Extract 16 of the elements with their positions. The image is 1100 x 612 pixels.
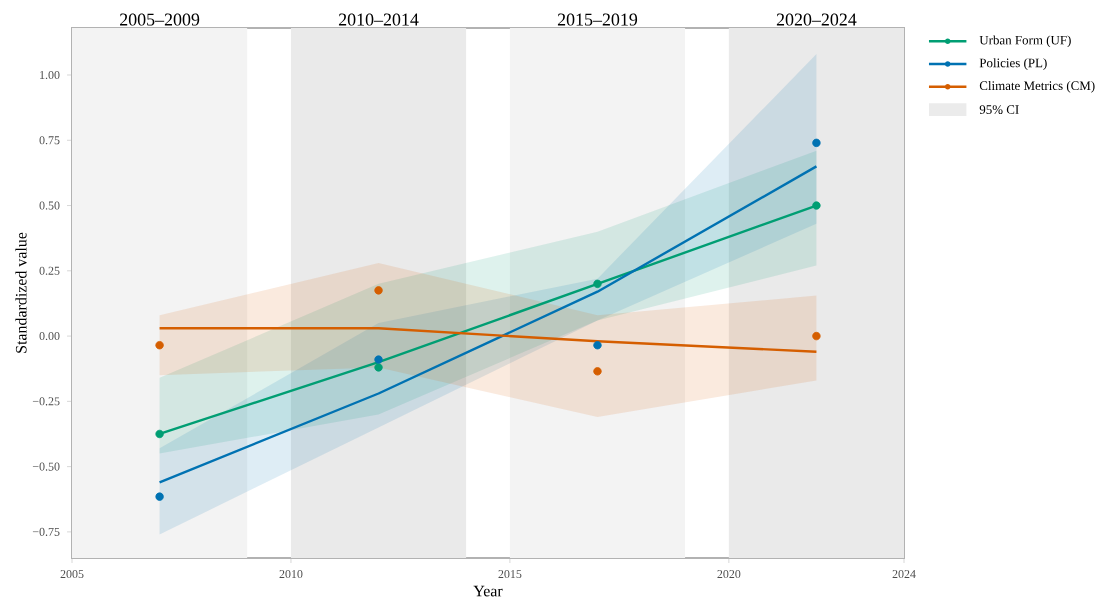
point: [812, 331, 821, 341]
point: [155, 492, 164, 501]
band-label: 2015–2019: [557, 13, 638, 26]
point: [155, 341, 164, 350]
point: [155, 429, 164, 439]
band-label: 2005–2009: [120, 13, 200, 26]
point: [593, 279, 602, 289]
band-label: 2010–2014: [338, 13, 419, 26]
point: [593, 367, 602, 376]
point: [593, 341, 602, 350]
point: [374, 286, 383, 295]
point: [374, 355, 383, 364]
point: [812, 201, 821, 210]
point: [374, 363, 383, 372]
point: [812, 138, 821, 148]
band-label: 2020–2024: [776, 13, 857, 26]
